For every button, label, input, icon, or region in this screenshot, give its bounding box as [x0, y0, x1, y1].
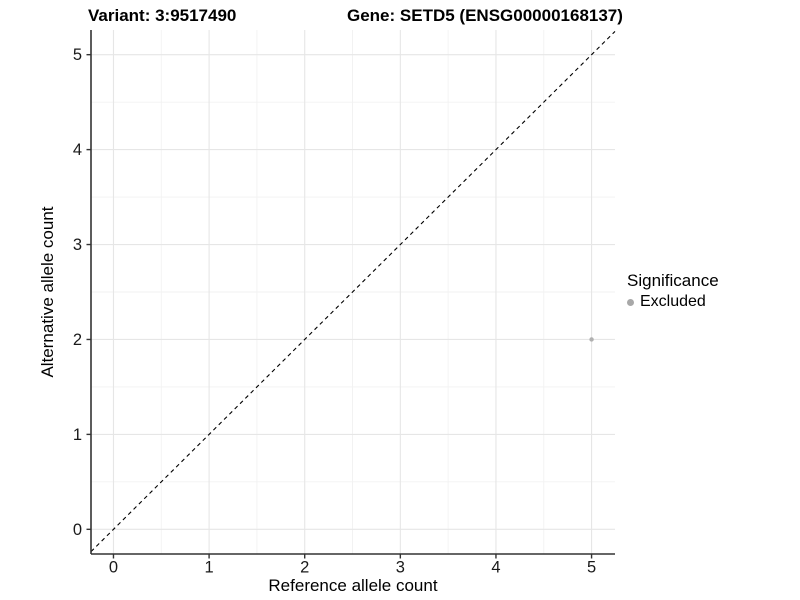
y-tick-label: 1	[73, 426, 82, 444]
y-tick-label: 2	[73, 331, 82, 349]
y-tick-label: 0	[73, 521, 82, 539]
legend-title: Significance	[627, 271, 719, 290]
plot-title-gene: Gene: SETD5 (ENSG00000168137)	[347, 6, 623, 25]
x-axis-title: Reference allele count	[268, 576, 438, 595]
x-tick-label: 0	[109, 559, 118, 577]
x-tick-label: 5	[587, 559, 596, 577]
y-tick-label: 5	[73, 46, 82, 64]
plot-title-variant: Variant: 3:9517490	[88, 6, 237, 25]
identity-reference-line	[90, 31, 616, 553]
x-tick-label: 3	[396, 559, 405, 577]
data-point	[589, 337, 594, 342]
x-tick-label: 2	[300, 559, 309, 577]
x-tick-label: 4	[491, 559, 500, 577]
legend: Significance Excluded	[627, 271, 719, 311]
x-tick-label: 1	[204, 559, 213, 577]
legend-item-label: Excluded	[640, 293, 706, 310]
y-tick-label: 4	[73, 141, 82, 159]
y-tick-label: 3	[73, 236, 82, 254]
y-axis-title: Alternative allele count	[38, 206, 57, 378]
legend-item: Excluded	[627, 293, 719, 311]
legend-point-icon	[627, 298, 634, 306]
